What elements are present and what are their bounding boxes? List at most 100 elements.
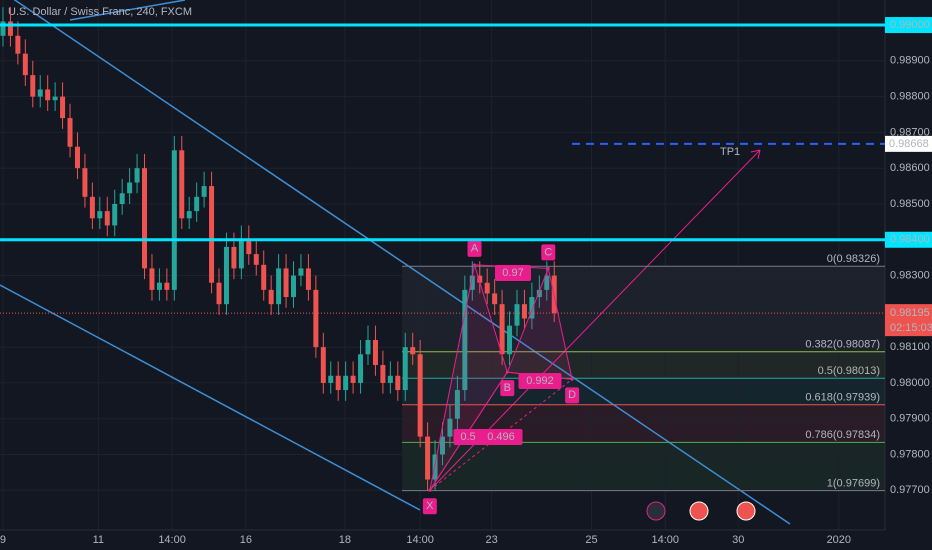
candle-body (335, 375, 341, 391)
candle-body (89, 196, 95, 219)
candle-body (395, 375, 401, 391)
candle-body (22, 53, 28, 76)
x-tick-label: 16 (240, 534, 252, 546)
fib-zone (402, 351, 885, 379)
event-icon[interactable] (736, 501, 756, 521)
last-price-label: 0.98195 (890, 307, 930, 319)
candle-body (97, 211, 103, 219)
candle-body (186, 211, 192, 219)
candle-body (149, 268, 155, 290)
event-icon[interactable] (646, 501, 666, 521)
candle-body (231, 246, 237, 269)
pattern-point (428, 488, 432, 492)
candle-body (156, 282, 162, 290)
candle-body (74, 146, 80, 169)
candle-body (462, 289, 468, 391)
y-tick-label: 0.98100 (890, 341, 930, 353)
ratio-label: 0.97 (502, 267, 523, 279)
pattern-point (570, 377, 574, 381)
last-price-box (885, 304, 932, 337)
candle-body (544, 275, 550, 290)
candle-body (402, 347, 408, 391)
fib-label: 0.618(0.97939) (805, 392, 880, 404)
candle-body (223, 246, 229, 305)
candle-body (387, 375, 393, 383)
candle-body (343, 375, 349, 391)
candle-body (253, 254, 259, 265)
candle-body (529, 297, 535, 319)
candle-body (298, 268, 304, 276)
candle-body (238, 239, 244, 269)
x-tick-label: 14:00 (651, 534, 679, 546)
pattern-label: A (471, 243, 479, 255)
candle-body (521, 304, 527, 319)
candle-body (425, 436, 431, 480)
x-tick-label: 23 (486, 534, 498, 546)
candle-body (469, 275, 475, 290)
candle-body (82, 168, 88, 197)
candle-body (358, 354, 364, 383)
candle-body (499, 304, 505, 355)
x-tick-label: 9 (0, 534, 6, 546)
candle-body (291, 275, 297, 298)
candle-body (112, 203, 118, 226)
target-box (885, 135, 932, 152)
candle-body (536, 289, 542, 298)
pattern-label-box (467, 240, 482, 257)
pattern-label: X (426, 500, 434, 512)
candle-body (37, 89, 43, 97)
candle-body (268, 289, 274, 305)
candle-body (171, 150, 177, 290)
pattern-label-box (422, 498, 437, 515)
level-label: 0.99000 (890, 19, 930, 31)
countdown: 02:15:03 (890, 322, 932, 334)
candle-body (454, 390, 460, 419)
candle-body (305, 268, 311, 290)
pattern-label: B (504, 382, 511, 394)
candle-body (15, 35, 21, 54)
pattern-label-box (541, 244, 556, 261)
candle-body (179, 150, 185, 219)
pattern-label-box (500, 380, 515, 397)
candle-body (328, 375, 334, 383)
candle-body (350, 375, 356, 383)
candle-body (127, 182, 133, 194)
y-tick-label: 0.98600 (890, 162, 930, 174)
candle-body (380, 365, 386, 383)
ratio-box (453, 429, 483, 445)
arrow-head (750, 149, 761, 160)
candle-body (201, 186, 207, 197)
ratio-label: 0.5 (460, 431, 475, 443)
candle-body (410, 347, 416, 355)
target-name: TP1 (720, 146, 740, 158)
candle-body (45, 89, 51, 101)
candle-body (276, 268, 282, 305)
x-tick-label: 14:00 (406, 534, 434, 546)
candle-body (246, 239, 252, 255)
y-tick-label: 0.97800 (890, 448, 930, 460)
candle-body (283, 268, 289, 298)
candle-body (134, 168, 140, 183)
x-tick-label: 18 (339, 534, 351, 546)
x-tick-label: 2020 (827, 534, 851, 546)
candle-body (507, 325, 513, 355)
candle-body (104, 211, 110, 226)
fib-label: 1(0.97699) (827, 478, 880, 490)
pattern-point (505, 370, 509, 374)
candle-body (372, 339, 378, 366)
candle-body (447, 418, 453, 437)
candle-body (313, 289, 319, 348)
x-tick-label: 25 (585, 534, 597, 546)
channel-line (69, 0, 186, 21)
pattern-point (546, 266, 550, 270)
chart-title: U.S. Dollar / Swiss Franc, 240, FXCM (8, 6, 192, 18)
y-tick-label: 0.97900 (890, 413, 930, 425)
y-tick-label: 0.98000 (890, 377, 930, 389)
target-label: 0.98668 (889, 138, 929, 150)
fib-label: 0(0.98326) (827, 253, 880, 265)
event-icon[interactable] (689, 501, 709, 521)
candle-body (440, 436, 445, 455)
pattern-label-box (565, 387, 580, 404)
candle-body (477, 275, 483, 283)
